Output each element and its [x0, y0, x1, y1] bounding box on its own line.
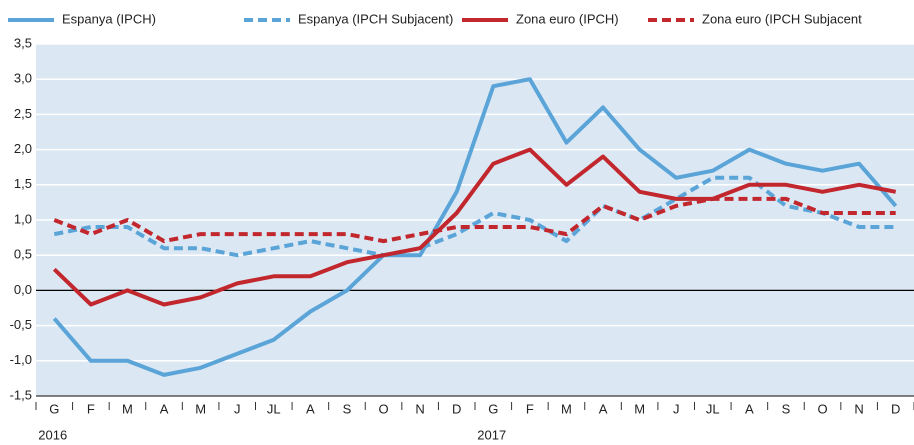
x-tick-label: A — [599, 401, 608, 416]
year-label: 2016 — [38, 427, 67, 442]
x-tick-label: JL — [706, 401, 720, 416]
x-tick-label: S — [782, 401, 791, 416]
y-tick-label: -1,0 — [10, 352, 32, 367]
x-tick-label: F — [87, 401, 95, 416]
x-tick-label: M — [561, 401, 572, 416]
x-tick-label: A — [160, 401, 169, 416]
legend-label: Zona euro (IPCH Subjacent — [702, 11, 862, 26]
legend-label: Espanya (IPCH) — [62, 11, 156, 26]
series-line — [53, 196, 896, 244]
x-tick-label: G — [488, 401, 498, 416]
y-tick-label: 3,5 — [14, 35, 32, 50]
legend-label: Zona euro (IPCH) — [516, 11, 619, 26]
x-tick-label: J — [234, 401, 241, 416]
x-tick-label: O — [817, 401, 827, 416]
x-tick-label: N — [415, 401, 424, 416]
y-tick-label: 2,0 — [14, 141, 32, 156]
y-tick-label: -1,5 — [10, 387, 32, 402]
x-tick-label: A — [306, 401, 315, 416]
x-tick-label: D — [891, 401, 900, 416]
x-tick-label: S — [343, 401, 352, 416]
x-tick-label: F — [526, 401, 534, 416]
series-line — [52, 77, 898, 377]
series-line — [53, 175, 896, 258]
y-tick-label: 3,0 — [14, 71, 32, 86]
y-tick-label: 1,0 — [14, 211, 32, 226]
x-tick-label: JL — [267, 401, 281, 416]
x-tick-label: O — [378, 401, 388, 416]
x-tick-label: D — [452, 401, 461, 416]
x-tick-label: M — [634, 401, 645, 416]
y-tick-label: 2,5 — [14, 106, 32, 121]
y-tick-label: 0,5 — [14, 247, 32, 262]
x-tick-label: M — [195, 401, 206, 416]
x-tick-label: A — [745, 401, 754, 416]
x-tick-label: G — [49, 401, 59, 416]
series-line — [52, 147, 897, 307]
y-tick-label: 0,0 — [14, 282, 32, 297]
x-tick-label: M — [122, 401, 133, 416]
legend-label: Espanya (IPCH Subjacent) — [298, 11, 453, 26]
year-label: 2017 — [477, 427, 506, 442]
x-tick-label: J — [673, 401, 680, 416]
y-tick-label: 1,5 — [14, 176, 32, 191]
y-tick-label: -0,5 — [10, 317, 32, 332]
x-tick-label: N — [854, 401, 863, 416]
